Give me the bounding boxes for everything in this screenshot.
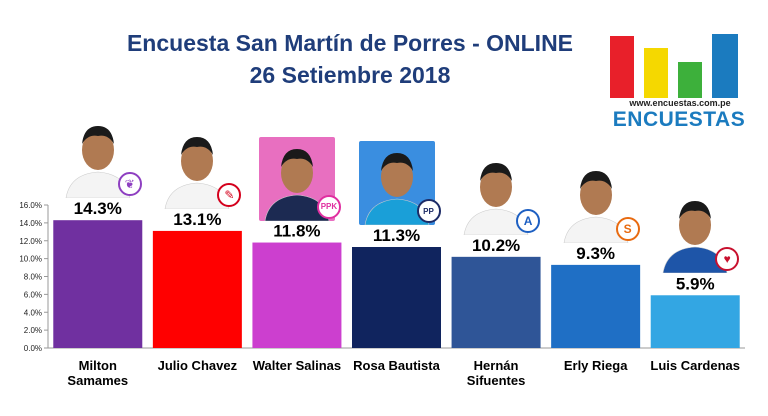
bar-value-label: 13.1% [173, 210, 221, 229]
bar [551, 264, 641, 348]
candidate-photo [657, 189, 734, 274]
y-tick-label: 10.0% [19, 255, 42, 264]
bar-value-label: 14.3% [74, 199, 122, 218]
bar [650, 295, 740, 348]
purple-leaf-party-icon: ❦ [117, 172, 142, 197]
podemos-party-icon: PP [416, 199, 441, 223]
candidate-photo [59, 114, 136, 199]
bar [451, 256, 541, 348]
x-category-label: Luis Cardenas [650, 358, 740, 373]
bar-value-label: 10.2% [472, 236, 520, 255]
chart-title: Encuesta San Martín de Porres - ONLINE [126, 30, 574, 56]
logo-bars-icon [610, 34, 738, 98]
y-tick-label: 12.0% [19, 237, 42, 246]
chart-subtitle: 26 Setiembre 2018 [249, 62, 451, 88]
alianza-party-icon: A [516, 208, 541, 233]
red-pencil-party-icon: ✎ [217, 182, 242, 207]
logo-brand: ENCUESTAS [612, 108, 746, 131]
y-tick-label: 4.0% [24, 308, 42, 317]
x-category-label: Hernán Sifuentes [466, 358, 526, 388]
y-tick-label: 8.0% [24, 273, 42, 282]
y-tick-label: 16.0% [19, 201, 42, 210]
y-tick-label: 6.0% [24, 290, 42, 299]
y-tick-label: 14.0% [19, 219, 42, 228]
x-category-label: Erly Riega [563, 358, 628, 373]
ppk-party-icon: PPK [316, 194, 341, 219]
bar [252, 242, 342, 348]
somos-peru-party-icon: ♥ [715, 247, 740, 272]
bar-value-label: 5.9% [676, 274, 715, 293]
bar [152, 230, 242, 348]
x-category-label: Rosa Bautista [353, 358, 440, 373]
logo-url: www.encuestas.com.pe [629, 98, 731, 108]
bar [53, 220, 143, 348]
x-category-label: Milton Samames [67, 358, 129, 388]
bar [352, 247, 441, 348]
solidaridad-party-icon: S [615, 216, 640, 241]
x-category-label: Walter Salinas [252, 358, 342, 373]
y-tick-label: 0.0% [24, 344, 42, 353]
bar-value-label: 11.3% [373, 226, 420, 245]
bar-value-label: 11.8% [273, 222, 320, 241]
x-category-label: Julio Chavez [157, 358, 238, 373]
y-tick-label: 2.0% [24, 326, 42, 335]
bar-value-label: 9.3% [576, 244, 615, 263]
